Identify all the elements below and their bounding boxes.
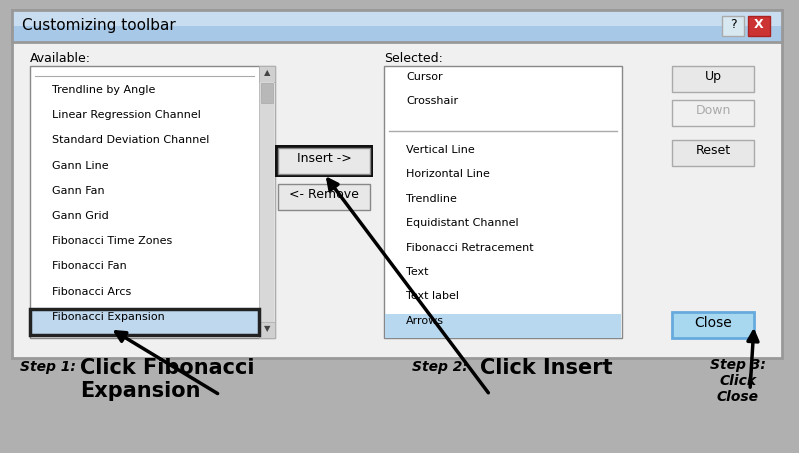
Text: Fibonacci Time Zones: Fibonacci Time Zones	[52, 236, 173, 246]
Text: Cursor: Cursor	[406, 72, 443, 82]
Bar	[12, 10, 782, 42]
Text: Step 3:
Click
Close: Step 3: Click Close	[710, 358, 766, 405]
Text: Gann Grid: Gann Grid	[52, 211, 109, 221]
Text: Horizontal Line: Horizontal Line	[406, 169, 490, 179]
Text: Close: Close	[694, 316, 732, 330]
Bar	[748, 16, 770, 36]
Text: Reset: Reset	[695, 144, 730, 157]
Text: Click Insert: Click Insert	[480, 358, 613, 378]
Text: Linear Regression Channel: Linear Regression Channel	[52, 110, 201, 120]
Text: Arrows: Arrows	[406, 316, 444, 326]
Text: Trendline: Trendline	[406, 194, 457, 204]
Bar	[30, 66, 275, 338]
Text: Insert ->: Insert ->	[296, 152, 352, 165]
Bar	[260, 82, 274, 322]
Text: Customizing toolbar: Customizing toolbar	[22, 18, 176, 33]
Text: Available:: Available:	[30, 52, 91, 65]
Text: ▼: ▼	[264, 324, 270, 333]
Text: Click Fibonacci
Expansion: Click Fibonacci Expansion	[80, 358, 255, 401]
Bar	[275, 145, 373, 177]
Text: Fibonacci Retracement: Fibonacci Retracement	[406, 242, 534, 252]
Text: Down: Down	[695, 104, 731, 117]
Text: Up: Up	[705, 70, 721, 83]
Bar	[30, 309, 259, 335]
Bar	[672, 66, 754, 92]
Bar	[385, 313, 621, 338]
Bar	[722, 16, 744, 36]
Bar	[259, 322, 275, 338]
Text: Selected:: Selected:	[384, 52, 443, 65]
Text: Gann Fan: Gann Fan	[52, 186, 105, 196]
Text: Vertical Line: Vertical Line	[406, 145, 475, 155]
Text: Crosshair: Crosshair	[406, 96, 458, 106]
Text: Step 1:: Step 1:	[20, 360, 76, 374]
Bar	[672, 140, 754, 166]
Text: Trendline by Angle: Trendline by Angle	[52, 85, 155, 95]
Bar	[672, 312, 754, 338]
Bar	[259, 66, 275, 338]
Text: Text: Text	[406, 267, 428, 277]
Text: ▲: ▲	[264, 68, 270, 77]
Text: Standard Deviation Channel: Standard Deviation Channel	[52, 135, 209, 145]
Bar	[384, 66, 622, 338]
Bar	[261, 83, 273, 103]
Bar	[672, 100, 754, 126]
Text: ?: ?	[729, 18, 737, 31]
Bar	[278, 184, 370, 210]
Text: Fibonacci Expansion: Fibonacci Expansion	[52, 312, 165, 322]
Text: Gann Line: Gann Line	[52, 161, 109, 171]
Bar	[278, 148, 370, 174]
Bar	[12, 10, 782, 42]
Text: <- Remove: <- Remove	[289, 188, 359, 201]
Text: Step 2:: Step 2:	[412, 360, 468, 374]
Bar	[12, 26, 782, 42]
Text: Fibonacci Fan: Fibonacci Fan	[52, 261, 127, 271]
Text: X: X	[754, 18, 764, 31]
Bar	[12, 10, 782, 358]
Text: Equidistant Channel: Equidistant Channel	[406, 218, 519, 228]
Text: Text label: Text label	[406, 291, 459, 301]
Text: Fibonacci Arcs: Fibonacci Arcs	[52, 287, 131, 297]
Bar	[259, 66, 275, 82]
